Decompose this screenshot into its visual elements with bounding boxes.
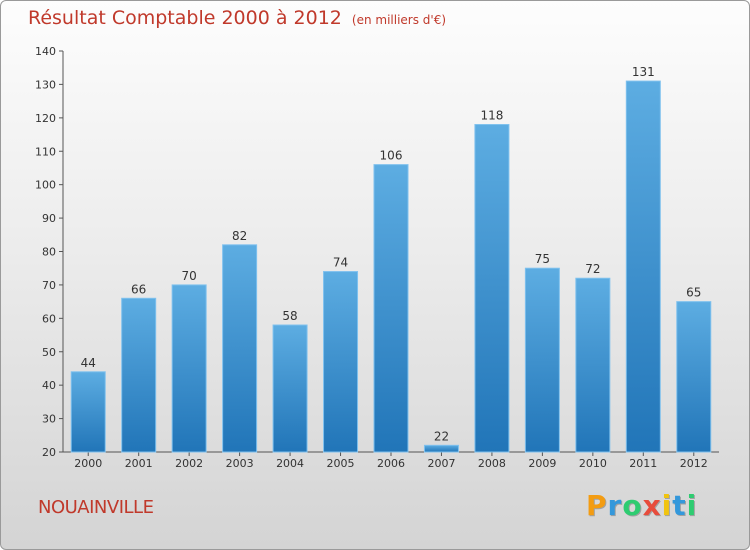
logo-letter: P xyxy=(586,489,608,522)
x-tick-label: 2002 xyxy=(175,457,203,470)
bar xyxy=(70,371,106,453)
y-tick-label: 130 xyxy=(35,78,56,91)
y-tick-label: 40 xyxy=(42,379,56,392)
data-label: 22 xyxy=(434,429,449,443)
x-tick-label: 2006 xyxy=(377,457,405,470)
y-tick-label: 140 xyxy=(35,45,56,58)
proxiti-logo[interactable]: Proxiti xyxy=(586,489,697,522)
logo-letter: r xyxy=(607,489,623,522)
bar xyxy=(373,164,409,453)
x-tick-label: 2000 xyxy=(74,457,102,470)
y-tick-label: 80 xyxy=(42,246,56,259)
x-tick-label: 2011 xyxy=(629,457,657,470)
chart-subtitle: (en milliers d'€) xyxy=(351,13,447,27)
x-tick-label: 2008 xyxy=(478,457,506,470)
bar xyxy=(323,271,359,453)
logo-letter: o xyxy=(622,489,643,522)
data-label: 82 xyxy=(232,229,247,243)
data-label: 106 xyxy=(380,149,403,163)
logo-letter: t xyxy=(672,489,687,522)
data-label: 58 xyxy=(282,309,297,323)
data-label: 44 xyxy=(81,356,96,370)
x-tick-label: 2009 xyxy=(528,457,556,470)
bar xyxy=(272,324,308,453)
data-label: 72 xyxy=(585,262,600,276)
bar xyxy=(524,267,560,453)
chart-bars xyxy=(70,80,712,453)
y-tick-label: 60 xyxy=(42,312,56,325)
x-tick-label: 2004 xyxy=(276,457,304,470)
x-tick-label: 2007 xyxy=(427,457,455,470)
data-label: 70 xyxy=(182,269,197,283)
y-tick-label: 50 xyxy=(42,346,56,359)
chart-labels: 44 2000 66 2001 70 2002 82 2003 58 2004 74 2005 106 2… xyxy=(74,65,708,470)
bar xyxy=(625,80,661,453)
logo-letter: x xyxy=(642,489,662,522)
bar xyxy=(575,277,611,453)
data-label: 65 xyxy=(686,286,701,300)
y-tick-label: 70 xyxy=(42,279,56,292)
x-tick-label: 2005 xyxy=(327,457,355,470)
bar xyxy=(222,244,258,453)
y-tick-label: 120 xyxy=(35,112,56,125)
data-label: 66 xyxy=(131,282,146,296)
chart-title-text: Résultat Comptable 2000 à 2012 xyxy=(28,7,342,29)
logo-letter: i xyxy=(686,489,698,522)
y-tick-label: 90 xyxy=(42,212,56,225)
x-tick-label: 2012 xyxy=(680,457,708,470)
x-tick-label: 2003 xyxy=(226,457,254,470)
data-label: 118 xyxy=(480,109,503,123)
bar xyxy=(474,124,510,453)
chart-title: Résultat Comptable 2000 à 2012 (en millie… xyxy=(28,7,446,29)
y-tick-label: 20 xyxy=(42,446,56,459)
data-label: 75 xyxy=(535,252,550,266)
commune-name: NOUAINVILLE xyxy=(38,497,154,518)
y-tick-label: 110 xyxy=(35,145,56,158)
data-label: 131 xyxy=(632,65,655,79)
x-tick-label: 2010 xyxy=(579,457,607,470)
y-tick-label: 30 xyxy=(42,413,56,426)
x-tick-label: 2001 xyxy=(125,457,153,470)
data-label: 74 xyxy=(333,256,348,270)
bar xyxy=(423,444,459,453)
y-tick-label: 100 xyxy=(35,179,56,192)
bar xyxy=(171,284,207,453)
bar xyxy=(676,301,712,453)
bar xyxy=(121,297,157,453)
logo-letter: i xyxy=(661,489,673,522)
